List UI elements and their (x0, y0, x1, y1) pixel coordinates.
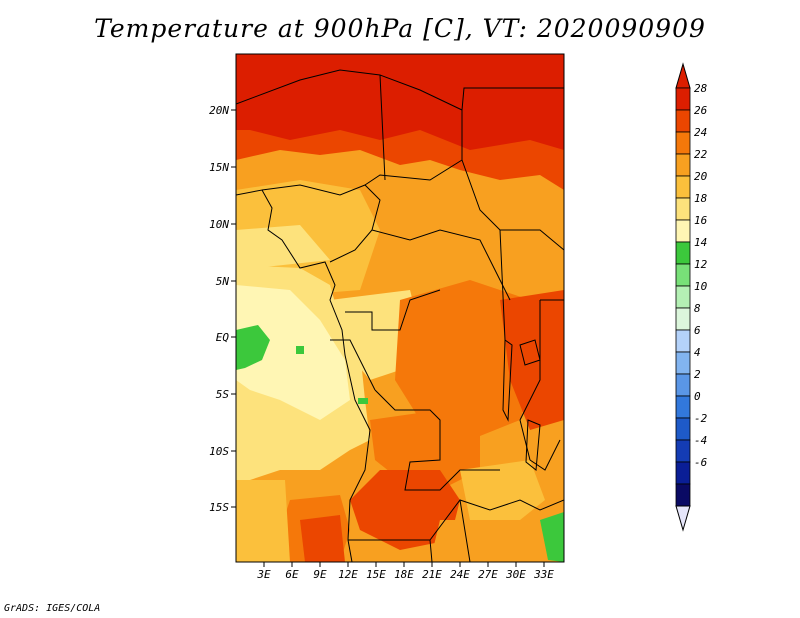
colorbar-under-arrow (675, 505, 691, 532)
colorbar-label: 26 (694, 104, 708, 117)
lon-label: 30E (505, 568, 526, 581)
colorbar-label: -6 (694, 456, 708, 469)
lat-label: 10S (209, 445, 229, 458)
colorbar-swatch (675, 87, 691, 111)
lon-label: 33E (533, 568, 554, 581)
colorbar-label: 20 (694, 170, 708, 183)
lat-label: 15N (209, 161, 229, 174)
lat-label: 20N (209, 104, 229, 117)
colorbar-label: 4 (694, 346, 701, 359)
colorbar-swatch (675, 483, 691, 507)
lon-label: 24E (450, 568, 470, 581)
colorbar-label: 28 (694, 82, 708, 95)
colorbar-swatch (675, 417, 691, 441)
colorbar-label: -2 (694, 412, 708, 425)
lon-label: 27E (478, 568, 498, 581)
colorbar-label: 24 (694, 126, 707, 139)
colorbar-swatch (675, 351, 691, 375)
colorbar-label: 10 (694, 280, 708, 293)
lon-label: 21E (422, 568, 442, 581)
country-borders (236, 69, 564, 562)
colorbar-label: 2 (694, 368, 701, 381)
colorbar-label: 16 (694, 214, 708, 227)
temperature-field (236, 54, 564, 562)
lat-label: EQ (216, 331, 230, 344)
map-frame (235, 53, 565, 563)
colorbar-swatch (675, 307, 691, 331)
lon-label: 12E (338, 568, 358, 581)
lat-label: 15S (209, 501, 229, 514)
lon-label: 15E (366, 568, 386, 581)
map-title: Temperature at 900hPa [C], VT: 202009090… (94, 14, 706, 43)
colorbar-swatch (675, 373, 691, 397)
colorbar-label: 18 (694, 192, 708, 205)
lon-label: 3E (256, 568, 271, 581)
colorbar-swatch (675, 461, 691, 485)
colorbar-swatch (675, 153, 691, 177)
colorbar-label: 0 (694, 390, 701, 403)
lon-labels: 3E 6E 9E 12E 15E 18E 21E 24E 27E 30E 33E (256, 568, 554, 581)
colorbar-swatch (675, 439, 691, 463)
colorbar-label: 14 (694, 236, 707, 249)
colorbar-swatch (675, 285, 691, 309)
lon-label: 18E (394, 568, 414, 581)
colorbar-swatch (675, 175, 691, 199)
colorbar-swatch (675, 263, 691, 287)
lat-label: 10N (209, 218, 229, 231)
lon-ticks (263, 562, 545, 567)
colorbar-label: 22 (694, 148, 708, 161)
colorbar-swatch (675, 241, 691, 265)
colorbar-label: 6 (694, 324, 701, 337)
colorbar-over-arrow (675, 62, 691, 89)
colorbar-swatch (675, 395, 691, 419)
lat-labels: 20N 15N 10N 5N EQ 5S 10S 15S (209, 104, 229, 514)
colorbar-swatch (675, 109, 691, 133)
lat-label: 5N (216, 275, 230, 288)
colorbar-label: 8 (694, 302, 701, 315)
colorbar-swatch (675, 197, 691, 221)
colorbar-label: 12 (694, 258, 708, 271)
lon-label: 9E (313, 568, 327, 581)
grads-credit: GrADS: IGES/COLA (4, 603, 101, 614)
colorbar-swatch (675, 219, 691, 243)
colorbar-label: -4 (694, 434, 707, 447)
lat-ticks (231, 109, 236, 508)
lat-label: 5S (216, 388, 230, 401)
colorbar-swatch (675, 131, 691, 155)
lon-label: 6E (285, 568, 299, 581)
colorbar-swatch (675, 329, 691, 353)
